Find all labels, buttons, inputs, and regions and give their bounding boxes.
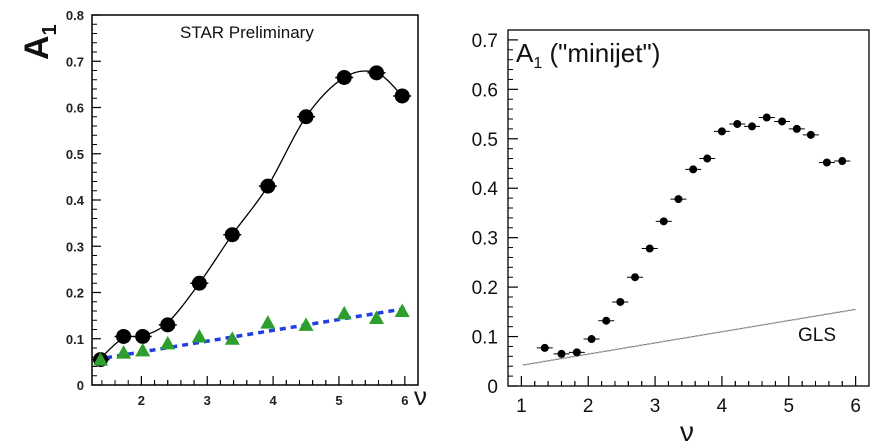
left-point-black — [135, 328, 151, 344]
left-xtick-label: 4 — [269, 393, 277, 408]
left-point-green — [116, 345, 132, 359]
right-point — [540, 343, 549, 352]
right-point — [631, 273, 640, 282]
right-chart-title: A1 ("minijet") — [516, 38, 660, 72]
right-point — [557, 349, 566, 358]
left-point-green — [135, 342, 151, 357]
right-ytick-label: 0.1 — [472, 328, 498, 349]
left-xtick-label: 3 — [204, 393, 211, 408]
left-point-black — [116, 328, 132, 344]
right-title-suffix: ("minijet") — [542, 38, 660, 68]
left-ytick-label: 0.6 — [66, 101, 84, 116]
right-gls-series — [522, 309, 856, 366]
right-ytick-label: 0.3 — [472, 229, 498, 250]
left-point-black — [160, 317, 176, 333]
right-xtick-label: 3 — [650, 396, 661, 417]
left-point-black — [191, 275, 207, 291]
right-point — [748, 122, 757, 131]
left-ytick-label: 0.4 — [66, 193, 85, 208]
left-x-axis-label: ν — [414, 381, 427, 411]
right-ytick-label: 0.6 — [472, 80, 498, 101]
left-ytick-label: 0.3 — [66, 239, 84, 254]
right-point — [778, 117, 787, 126]
left-point-black — [260, 178, 276, 194]
right-point — [674, 195, 683, 204]
left-y-axis-label-main: A — [18, 35, 56, 60]
left-point-green — [224, 331, 240, 345]
right-gls-annotation: GLS — [798, 325, 836, 346]
left-y-axis-label-sub: 1 — [39, 24, 61, 35]
right-point — [659, 217, 668, 226]
left-point-black — [336, 69, 352, 85]
left-point-green — [260, 315, 276, 329]
left-x-tick-labels: 2 3 4 5 6 — [138, 393, 409, 408]
right-data-marks — [536, 113, 851, 358]
right-xtick-label: 5 — [783, 396, 794, 417]
left-point-green — [369, 310, 385, 324]
left-reference-line — [95, 306, 406, 362]
right-point — [572, 348, 581, 357]
right-ytick-label: 0.7 — [472, 31, 498, 52]
left-fit-curve — [94, 70, 403, 365]
left-y-tick-labels: 0 0.1 0.2 0.3 0.4 0.5 0.6 0.7 0.8 — [66, 8, 85, 393]
right-point — [733, 119, 742, 128]
right-axis-ticks — [508, 39, 857, 387]
left-ytick-label: 0.1 — [66, 332, 84, 347]
right-x-tick-labels: 1 2 3 4 5 6 — [516, 396, 861, 417]
left-point-black — [224, 227, 240, 243]
left-ytick-label: 0.2 — [66, 286, 84, 301]
left-point-green — [93, 352, 109, 366]
right-point — [602, 316, 611, 325]
right-point — [703, 154, 712, 163]
left-axis-ticks — [92, 14, 406, 386]
right-point — [616, 297, 625, 306]
right-ytick-label: 0 — [487, 377, 498, 398]
left-point-green — [160, 335, 176, 350]
right-point — [587, 335, 596, 344]
right-ytick-label: 0.4 — [472, 179, 499, 200]
right-ytick-label: 0.2 — [472, 278, 498, 299]
right-y-tick-labels: 0 0.1 0.2 0.3 0.4 0.5 0.6 0.7 — [472, 31, 499, 398]
left-ytick-label: 0.7 — [66, 54, 84, 69]
right-point — [762, 113, 771, 122]
right-title-sub: 1 — [533, 55, 542, 72]
right-point — [822, 158, 831, 167]
left-point-green — [191, 328, 207, 343]
right-title-main: A — [516, 38, 534, 68]
right-xtick-label: 6 — [850, 396, 861, 417]
right-point — [806, 130, 815, 139]
right-xtick-label: 2 — [583, 396, 594, 417]
left-point-green — [298, 317, 314, 331]
left-point-black — [369, 65, 385, 81]
left-xtick-label: 5 — [335, 393, 342, 408]
left-data-marks — [91, 65, 412, 368]
right-point — [792, 124, 801, 133]
left-y-axis-label: A1 — [18, 24, 61, 60]
right-point — [689, 165, 698, 174]
left-xtick-label: 6 — [401, 393, 408, 408]
right-xtick-label: 4 — [717, 396, 728, 417]
right-ytick-label: 0.5 — [472, 130, 498, 151]
right-point — [838, 157, 847, 166]
left-point-black — [298, 109, 314, 125]
right-x-axis-label: ν — [680, 416, 694, 446]
right-point — [717, 127, 726, 136]
left-ytick-label: 0.5 — [66, 147, 84, 162]
right-xtick-label: 1 — [516, 396, 527, 417]
left-ytick-label: 0 — [77, 378, 84, 393]
left-point-green — [394, 303, 410, 317]
left-point-green — [336, 305, 352, 320]
right-point — [645, 244, 654, 253]
left-ytick-label: 0.8 — [66, 8, 84, 23]
left-xtick-label: 2 — [138, 393, 145, 408]
left-chart-title: STAR Preliminary — [180, 23, 314, 42]
left-point-black — [394, 88, 410, 104]
left-chart: 0 0.1 0.2 0.3 0.4 0.5 0.6 0.7 0.8 2 3 4 5 6 STAR Pre… — [18, 8, 427, 411]
